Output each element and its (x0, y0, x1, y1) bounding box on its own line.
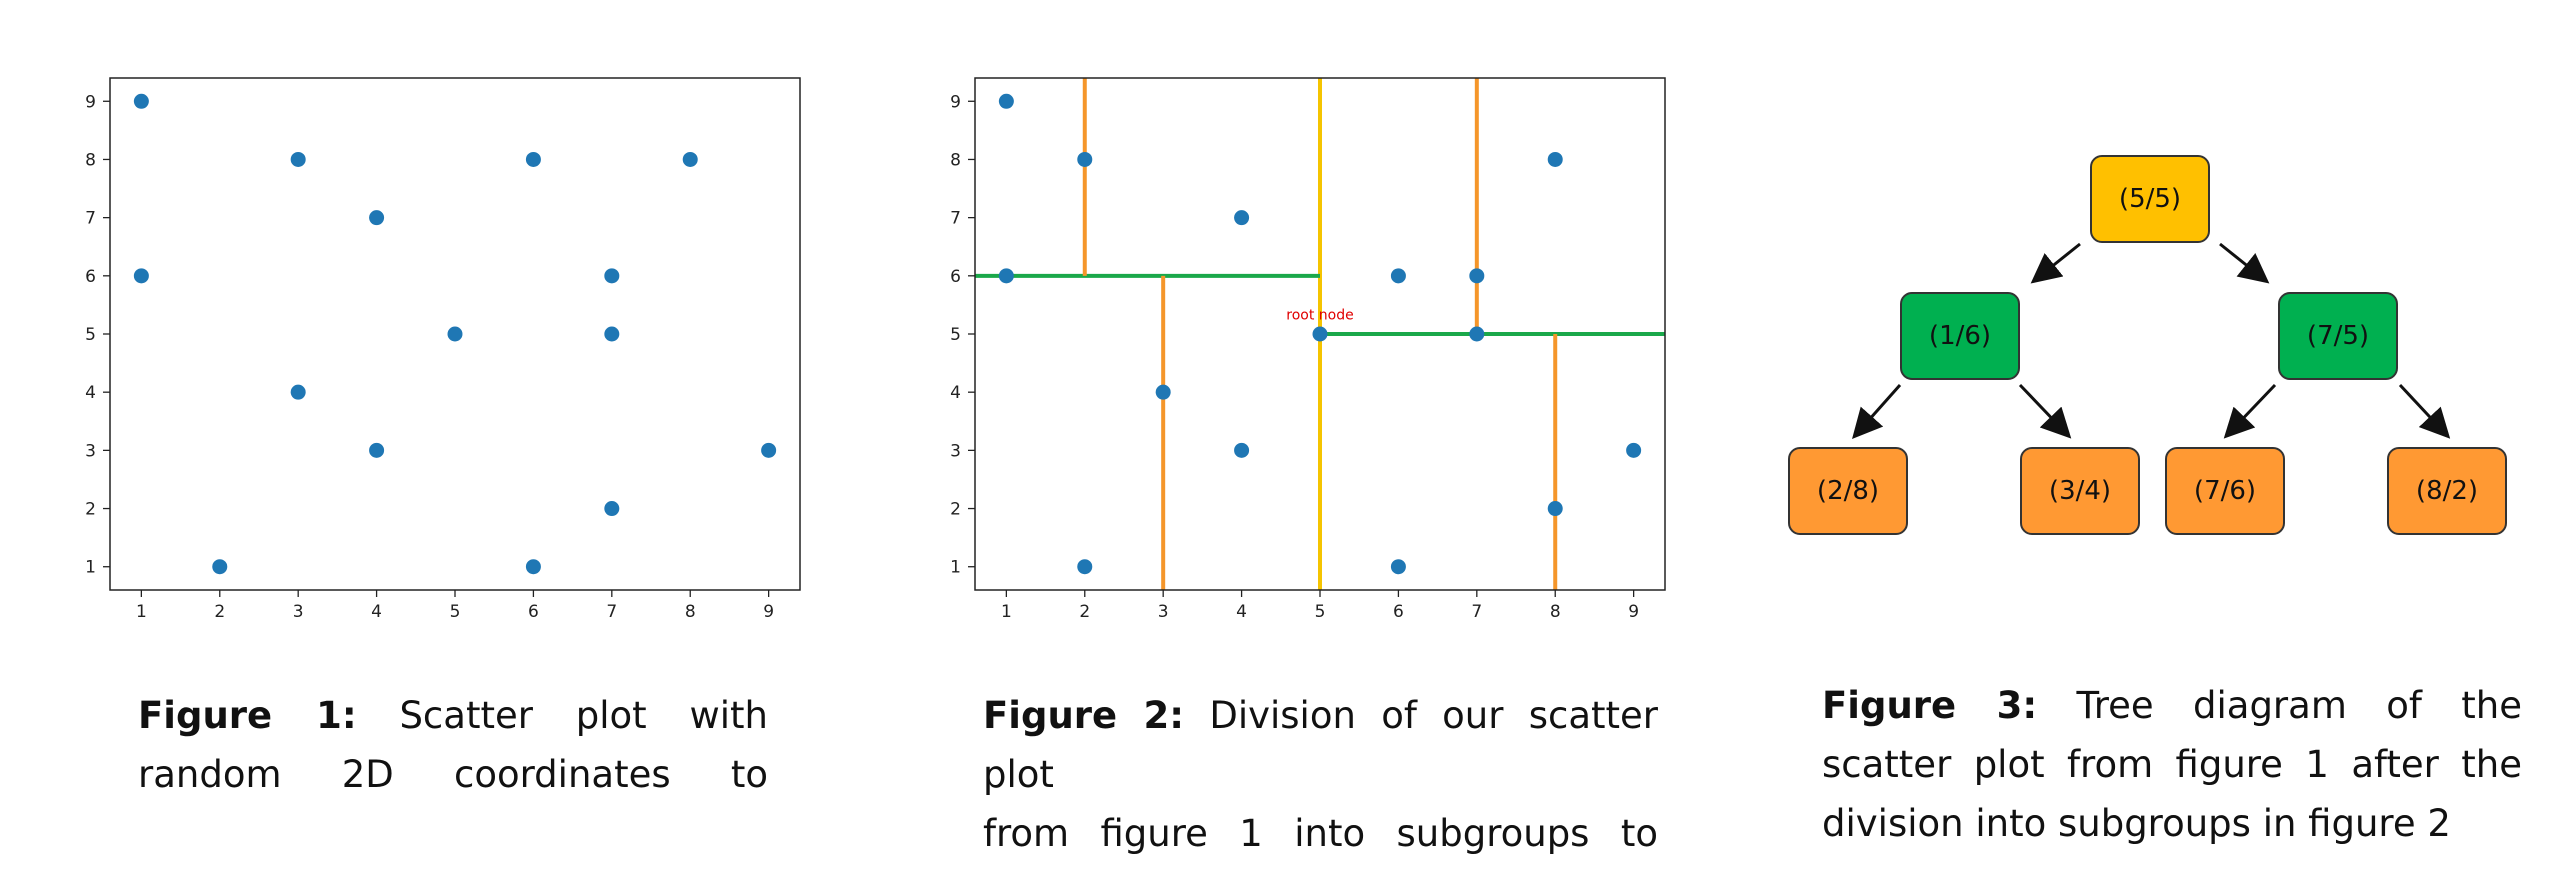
tree-node-leaf-2: (3/4) (2020, 447, 2140, 535)
tree-edge-l1b-l2d (2398, 383, 2451, 439)
fig1-point-5 (369, 210, 385, 226)
fig1-point-3 (290, 151, 306, 167)
fig1-y-tick-label-6: 7 (85, 209, 96, 229)
fig2-point-13 (1547, 501, 1563, 517)
fig1-point-14 (761, 442, 777, 458)
fig2-y-tick-label-6: 7 (950, 209, 961, 229)
tree-node-leaf-1: (2/8) (1788, 447, 1908, 535)
fig1-y-tick-label-5: 6 (85, 267, 96, 287)
fig1-point-0 (133, 93, 149, 109)
tree-node-leaf-3: (7/6) (2165, 447, 2285, 535)
fig2-x-tick-label-3: 4 (1236, 602, 1247, 622)
fig2-x-tick-label-8: 9 (1628, 602, 1639, 622)
figure-1-caption-line1: Scatter plot with (356, 694, 768, 737)
figure-3-caption-label: Figure 3: (1822, 684, 2038, 727)
figure-2-caption-line1: Division of our scatter plot (983, 694, 1658, 796)
fig2-y-tick-label-7: 8 (950, 150, 961, 170)
figure-1-scatter-plot: 1 2 3 4 5 6 7 8 9 1 2 3 4 5 6 7 8 9 (85, 77, 801, 622)
fig1-y-tick-label-1: 2 (85, 500, 96, 520)
fig2-point-8 (1390, 268, 1406, 284)
fig1-point-9 (525, 559, 541, 575)
fig1-point-6 (369, 442, 385, 458)
fig1-x-tick-label-7: 8 (685, 602, 696, 622)
fig2-y-tick-label-2: 3 (950, 441, 961, 461)
fig2-x-tick-label-2: 3 (1158, 602, 1169, 622)
figure-1-caption-label: Figure 1: (138, 694, 357, 737)
fig2-point-14 (1626, 442, 1642, 458)
fig2-y-tick-label-5: 6 (950, 267, 961, 287)
fig1-y-tick-label-8: 9 (85, 92, 96, 112)
figure-2-partitioned-scatter-plot: root node 1 2 3 4 5 6 7 8 9 1 2 3 4 5 6 7 8 9 (950, 77, 1666, 622)
fig2-point-12 (1547, 151, 1563, 167)
tree-edge-l1b-l2c (2223, 383, 2277, 439)
fig1-point-10 (604, 268, 620, 284)
figure-3-tree-diagram: (5/5) (1/6) (7/5) (2/8) (3/4) (7/6) (8/2… (1780, 140, 2520, 560)
fig1-y-tick-label-3: 4 (85, 383, 96, 403)
fig1-x-tick-label-1: 2 (214, 602, 225, 622)
fig2-point-2 (1077, 151, 1093, 167)
fig1-point-1 (133, 268, 149, 284)
figure-2-caption-line2: from figure 1 into subgroups to (983, 812, 1658, 855)
fig1-y-tick-label-7: 8 (85, 150, 96, 170)
fig1-x-tick-label-6: 7 (606, 602, 617, 622)
tree-edge-root-left (2030, 242, 2081, 284)
fig2-x-tick-label-4: 5 (1315, 602, 1326, 622)
figure-3-caption-line1: Tree diagram of the (2037, 684, 2522, 727)
fig1-x-tick-label-0: 1 (136, 602, 147, 622)
fig1-y-tick-label-4: 5 (85, 325, 96, 345)
fig1-point-11 (604, 326, 620, 342)
fig2-y-tick-label-8: 9 (950, 92, 961, 112)
figure-1-caption-line2: random 2D coordinates to (138, 753, 768, 796)
fig2-y-tick-label-1: 2 (950, 500, 961, 520)
fig2-y-tick-label-0: 1 (950, 558, 961, 578)
tree-edge-root-right (2219, 242, 2270, 284)
fig2-point-3 (1077, 559, 1093, 575)
fig2-point-4 (1155, 384, 1171, 400)
tree-connectors (1852, 242, 2451, 439)
fig1-point-4 (290, 384, 306, 400)
fig2-x-tick-label-0: 1 (1001, 602, 1012, 622)
fig2-x-tick-label-6: 7 (1471, 602, 1482, 622)
figure-3-caption-line3: division into subgroups in figure 2 (1822, 802, 2451, 845)
fig1-x-tick-label-5: 6 (528, 602, 539, 622)
tree-node-right: (7/5) (2278, 292, 2398, 380)
fig1-x-tick-label-4: 5 (450, 602, 461, 622)
fig1-x-tick-label-2: 3 (293, 602, 304, 622)
figure-2-caption: Figure 2: Division of our scatter plot f… (983, 686, 1658, 863)
fig2-point-1 (998, 268, 1014, 284)
figure-3-caption: Figure 3: Tree diagram of the scatter pl… (1822, 676, 2522, 853)
fig1-y-tick-label-0: 1 (85, 558, 96, 578)
fig1-x-tick-label-3: 4 (371, 602, 382, 622)
fig2-y-tick-label-4: 5 (950, 325, 961, 345)
tree-edge-l1a-l2b (2018, 383, 2072, 439)
fig2-x-tick-label-5: 6 (1393, 602, 1404, 622)
tree-node-leaf-4: (8/2) (2387, 447, 2507, 535)
figure-2-caption-label: Figure 2: (983, 694, 1185, 737)
fig1-point-13 (682, 151, 698, 167)
fig2-y-tick-label-3: 4 (950, 383, 961, 403)
fig1-point-2 (212, 559, 228, 575)
fig1-y-tick-label-2: 3 (85, 441, 96, 461)
fig1-point-12 (604, 501, 620, 517)
fig1-x-tick-label-8: 9 (763, 602, 774, 622)
fig2-point-11 (1469, 326, 1485, 342)
figure-3-caption-line2: scatter plot from figure 1 after the (1822, 743, 2522, 786)
tree-node-root: (5/5) (2090, 155, 2210, 243)
fig2-point-10 (1469, 268, 1485, 284)
figure-1-caption: Figure 1: Scatter plot with random 2D co… (138, 686, 768, 804)
fig2-x-tick-label-7: 8 (1550, 602, 1561, 622)
fig2-annotation: root node (1286, 307, 1353, 323)
fig2-point-6 (1234, 442, 1250, 458)
tree-edge-l1a-l2a (1852, 384, 1902, 439)
fig2-point-0 (998, 93, 1014, 109)
fig2-point-5 (1234, 210, 1250, 226)
fig2-x-tick-label-1: 2 (1079, 602, 1090, 622)
fig2-point-7 (1312, 326, 1328, 342)
tree-node-left: (1/6) (1900, 292, 2020, 380)
fig2-point-9 (1390, 559, 1406, 575)
fig1-point-7 (447, 326, 463, 342)
fig1-point-8 (525, 151, 541, 167)
